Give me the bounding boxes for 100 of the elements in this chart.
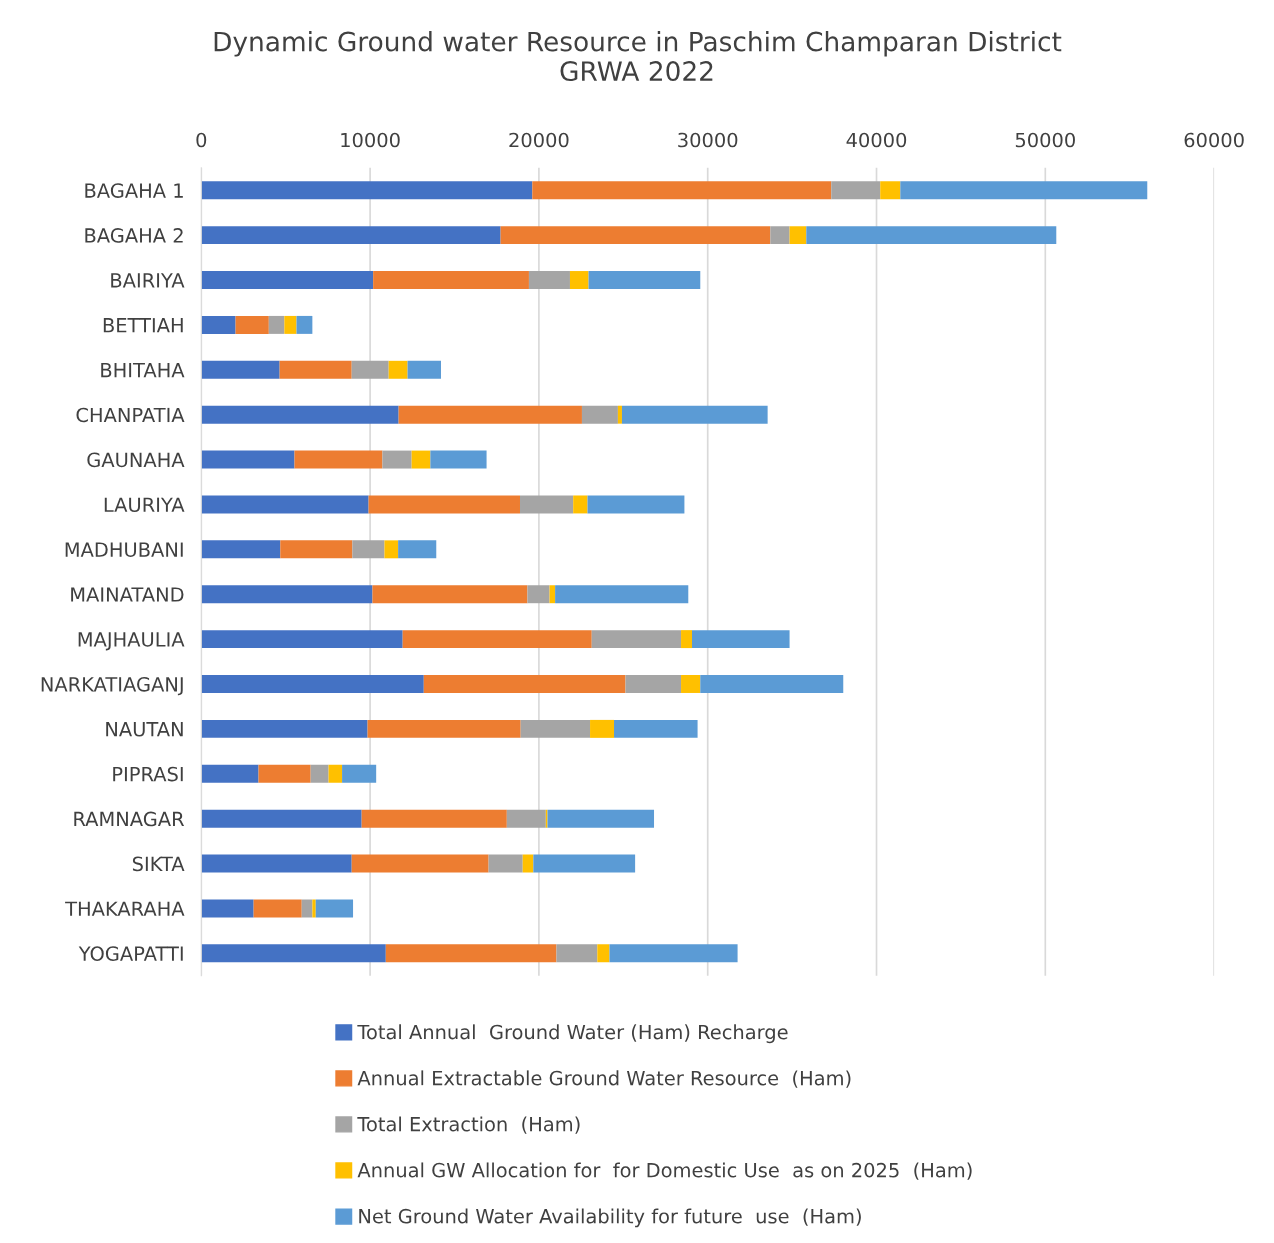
bar (201, 226, 501, 245)
bar (388, 360, 408, 379)
bar (382, 450, 412, 469)
x-tick-label: 30000 (678, 132, 738, 148)
bar (522, 854, 534, 873)
bar (258, 764, 311, 783)
bar (201, 854, 352, 873)
bar (430, 450, 487, 469)
bar (201, 899, 254, 918)
legend-label: Net Ground Water Availability for future use (Ham) (359, 1208, 861, 1228)
bar (547, 809, 655, 828)
bar (556, 944, 598, 963)
legend-label: Total Annual Ground Water (Ham) Recharge (357, 1024, 788, 1044)
bar (520, 495, 574, 514)
bar (411, 450, 431, 469)
bar (201, 181, 533, 200)
bar (555, 585, 689, 604)
chart-title: Dynamic Ground water Resource in Paschim Champaran District GRWA 2022 (214, 31, 1062, 82)
bar (253, 899, 302, 918)
bar (201, 630, 403, 649)
bar (368, 495, 520, 514)
bar (569, 271, 589, 289)
y-tick-label: BETTIAH (103, 318, 183, 333)
y-tick-label: BAGAHA 1 (85, 183, 183, 198)
bar (268, 315, 285, 334)
bar (385, 944, 557, 963)
bar (398, 405, 582, 424)
bar (681, 630, 693, 649)
bar (312, 899, 316, 918)
bar (625, 675, 682, 693)
bar (532, 181, 832, 200)
legend-label: Annual GW Allocation for for Domestic Use as on 2025 (Ham) (357, 1162, 972, 1180)
bar (681, 675, 701, 693)
bar (284, 315, 297, 334)
bar (296, 315, 313, 334)
bar (617, 405, 622, 424)
bar (573, 495, 588, 514)
bar (506, 809, 546, 828)
bar (621, 405, 768, 424)
bar (614, 719, 698, 738)
bar (361, 809, 507, 828)
bar (692, 630, 790, 649)
bar (235, 315, 269, 334)
x-tick-label: 40000 (846, 132, 907, 148)
bar (201, 764, 259, 783)
bar (201, 495, 369, 514)
bar (770, 226, 790, 245)
x-tick-label: 50000 (1015, 132, 1075, 148)
bar (900, 181, 1148, 200)
bar (488, 854, 523, 873)
bar (700, 675, 844, 693)
y-tick-label: THAKARAHA (65, 901, 185, 916)
bar (527, 585, 550, 604)
bar (590, 719, 615, 738)
bar (581, 405, 618, 424)
legend-label: Annual Extractable Ground Water Resource (Ham) (357, 1070, 851, 1088)
bar (500, 226, 771, 245)
y-tick-label: NAUTAN (106, 722, 183, 737)
bar (533, 854, 636, 873)
bar (402, 630, 592, 649)
bar (789, 226, 807, 245)
x-tick-label: 60000 (1184, 132, 1244, 148)
bar (423, 675, 626, 693)
y-tick-label: BAGAHA 2 (85, 228, 183, 243)
bar (201, 944, 386, 963)
bar (367, 719, 521, 738)
y-tick-label: MADHUBANI (65, 542, 183, 557)
bar (201, 405, 399, 424)
bar (528, 271, 570, 289)
bar (372, 585, 528, 604)
bar (201, 719, 368, 738)
bar (201, 315, 236, 334)
bar (384, 540, 399, 559)
bar (301, 899, 313, 918)
y-tick-label: BHITAHA (101, 363, 185, 378)
y-tick-label: LAURIYA (104, 497, 185, 513)
bar (587, 495, 685, 514)
bar (201, 540, 281, 559)
bar (373, 271, 529, 289)
bar (597, 944, 610, 963)
bar (310, 764, 329, 783)
bar (352, 540, 385, 559)
bar (398, 540, 437, 559)
bar (201, 809, 362, 828)
legend-label: Total Extraction (Ham) (357, 1116, 580, 1134)
y-tick-label: MAINATAND (71, 587, 184, 602)
y-tick-label: CHANPATIA (76, 407, 185, 423)
y-tick-label: GAUNAHA (87, 452, 185, 468)
bar (280, 540, 353, 559)
x-tick-label: 0 (196, 132, 207, 148)
x-tick-label: 10000 (341, 132, 400, 148)
bar (201, 271, 374, 289)
bar (520, 719, 591, 738)
bar (342, 764, 377, 783)
y-tick-label: PIPRASI (113, 766, 183, 782)
bar (806, 226, 1057, 245)
bar (588, 271, 701, 289)
bar (201, 360, 280, 379)
bar (315, 899, 354, 918)
y-tick-label: RAMNAGAR (74, 811, 185, 827)
